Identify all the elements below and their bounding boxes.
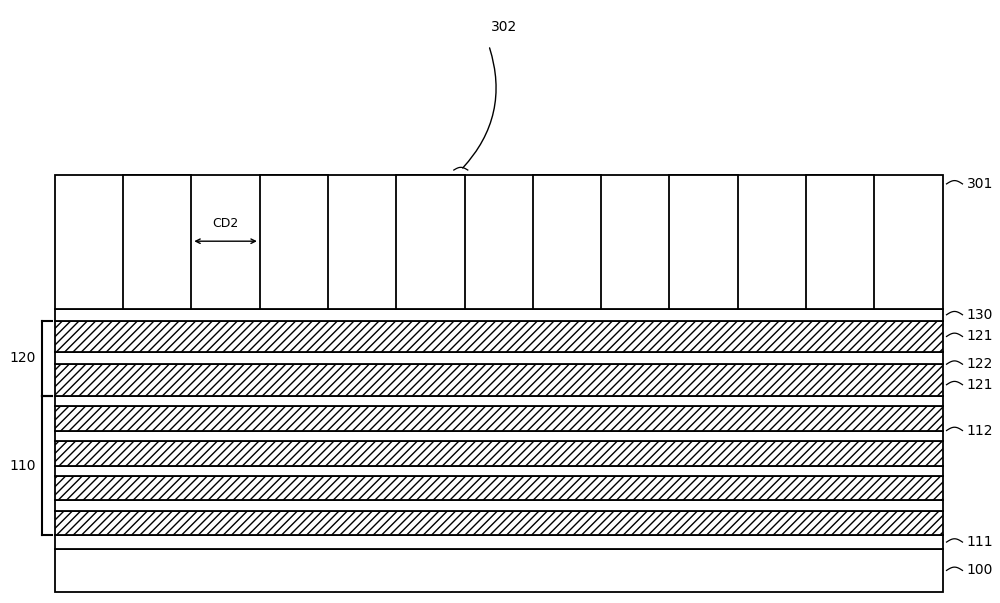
Bar (123, 175, 191, 309)
Bar (55, 476, 943, 500)
Bar (55, 309, 943, 321)
Bar (55, 441, 943, 466)
Text: CD2: CD2 (212, 217, 239, 230)
Text: 302: 302 (491, 20, 517, 34)
Bar (55, 352, 943, 364)
Text: 100: 100 (966, 563, 993, 578)
Text: 112: 112 (966, 423, 993, 438)
Bar (55, 549, 943, 592)
Bar (260, 175, 328, 309)
Text: 122: 122 (966, 357, 993, 371)
Text: 120: 120 (10, 351, 36, 365)
Text: 111: 111 (966, 535, 993, 549)
Text: 121: 121 (966, 377, 993, 392)
Text: 121: 121 (966, 329, 993, 344)
Bar (55, 511, 943, 535)
Bar (55, 431, 943, 441)
Bar (806, 175, 874, 309)
Bar (55, 535, 943, 549)
Bar (396, 175, 465, 309)
Text: 130: 130 (966, 308, 993, 322)
Bar (533, 175, 601, 309)
Bar (669, 175, 738, 309)
Bar (55, 466, 943, 476)
Bar (55, 175, 943, 309)
Bar (55, 500, 943, 511)
Bar (55, 396, 943, 406)
Bar (55, 406, 943, 431)
Bar (55, 364, 943, 396)
Text: 301: 301 (966, 177, 993, 191)
Text: 110: 110 (9, 458, 36, 473)
Bar (55, 321, 943, 352)
